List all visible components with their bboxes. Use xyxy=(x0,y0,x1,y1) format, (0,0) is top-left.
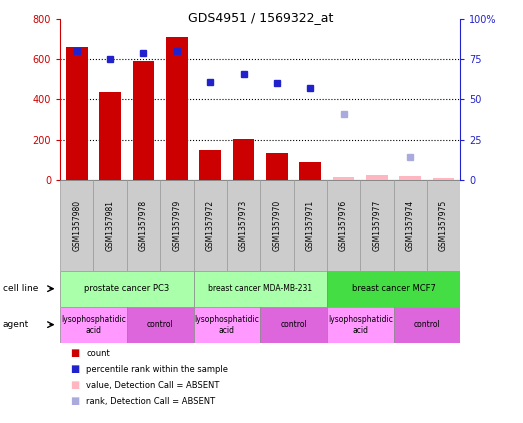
Text: count: count xyxy=(86,349,110,358)
Bar xyxy=(299,162,321,180)
Bar xyxy=(60,180,94,271)
Bar xyxy=(266,153,288,180)
Bar xyxy=(133,61,154,180)
Bar xyxy=(260,180,293,271)
Text: cell line: cell line xyxy=(3,284,38,293)
Text: GDS4951 / 1569322_at: GDS4951 / 1569322_at xyxy=(188,11,333,24)
Bar xyxy=(433,178,454,180)
Bar xyxy=(160,180,194,271)
Bar xyxy=(327,307,393,343)
Text: control: control xyxy=(414,320,440,329)
Text: value, Detection Call = ABSENT: value, Detection Call = ABSENT xyxy=(86,381,220,390)
Text: GSM1357971: GSM1357971 xyxy=(306,200,315,251)
Text: GSM1357972: GSM1357972 xyxy=(206,200,214,251)
Text: lysophosphatidic
acid: lysophosphatidic acid xyxy=(61,315,126,335)
Text: ■: ■ xyxy=(71,380,80,390)
Bar xyxy=(199,150,221,180)
Bar xyxy=(400,176,421,180)
Bar xyxy=(127,307,194,343)
Text: percentile rank within the sample: percentile rank within the sample xyxy=(86,365,229,374)
Bar xyxy=(60,307,127,343)
Text: lysophosphatidic
acid: lysophosphatidic acid xyxy=(195,315,259,335)
Bar xyxy=(260,307,327,343)
Text: GSM1357980: GSM1357980 xyxy=(72,200,81,251)
Text: ■: ■ xyxy=(71,364,80,374)
Text: GSM1357975: GSM1357975 xyxy=(439,200,448,251)
Bar xyxy=(227,180,260,271)
Text: lysophosphatidic
acid: lysophosphatidic acid xyxy=(328,315,393,335)
Text: GSM1357974: GSM1357974 xyxy=(406,200,415,251)
Text: prostate cancer PC3: prostate cancer PC3 xyxy=(84,284,169,293)
Bar xyxy=(66,47,88,180)
Text: GSM1357977: GSM1357977 xyxy=(372,200,381,251)
Bar xyxy=(394,180,427,271)
Bar xyxy=(99,92,121,180)
Text: ■: ■ xyxy=(71,396,80,407)
Bar xyxy=(127,180,160,271)
Bar xyxy=(333,177,355,180)
Bar xyxy=(427,180,460,271)
Bar xyxy=(366,176,388,180)
Text: breast cancer MDA-MB-231: breast cancer MDA-MB-231 xyxy=(208,284,312,293)
Text: breast cancer MCF7: breast cancer MCF7 xyxy=(351,284,436,293)
Bar xyxy=(233,139,254,180)
Bar xyxy=(60,271,194,307)
Bar xyxy=(94,180,127,271)
Bar xyxy=(327,271,460,307)
Bar xyxy=(293,180,327,271)
Text: agent: agent xyxy=(3,320,29,329)
Text: GSM1357973: GSM1357973 xyxy=(239,200,248,251)
Text: GSM1357970: GSM1357970 xyxy=(272,200,281,251)
Bar xyxy=(327,180,360,271)
Text: control: control xyxy=(147,320,174,329)
Bar xyxy=(194,271,327,307)
Bar xyxy=(166,37,188,180)
Text: control: control xyxy=(280,320,307,329)
Text: GSM1357978: GSM1357978 xyxy=(139,200,148,251)
Bar xyxy=(394,307,460,343)
Bar xyxy=(194,180,227,271)
Text: GSM1357979: GSM1357979 xyxy=(173,200,181,251)
Text: GSM1357976: GSM1357976 xyxy=(339,200,348,251)
Text: rank, Detection Call = ABSENT: rank, Detection Call = ABSENT xyxy=(86,397,215,406)
Bar xyxy=(360,180,393,271)
Text: GSM1357981: GSM1357981 xyxy=(106,200,115,251)
Bar xyxy=(194,307,260,343)
Text: ■: ■ xyxy=(71,348,80,358)
